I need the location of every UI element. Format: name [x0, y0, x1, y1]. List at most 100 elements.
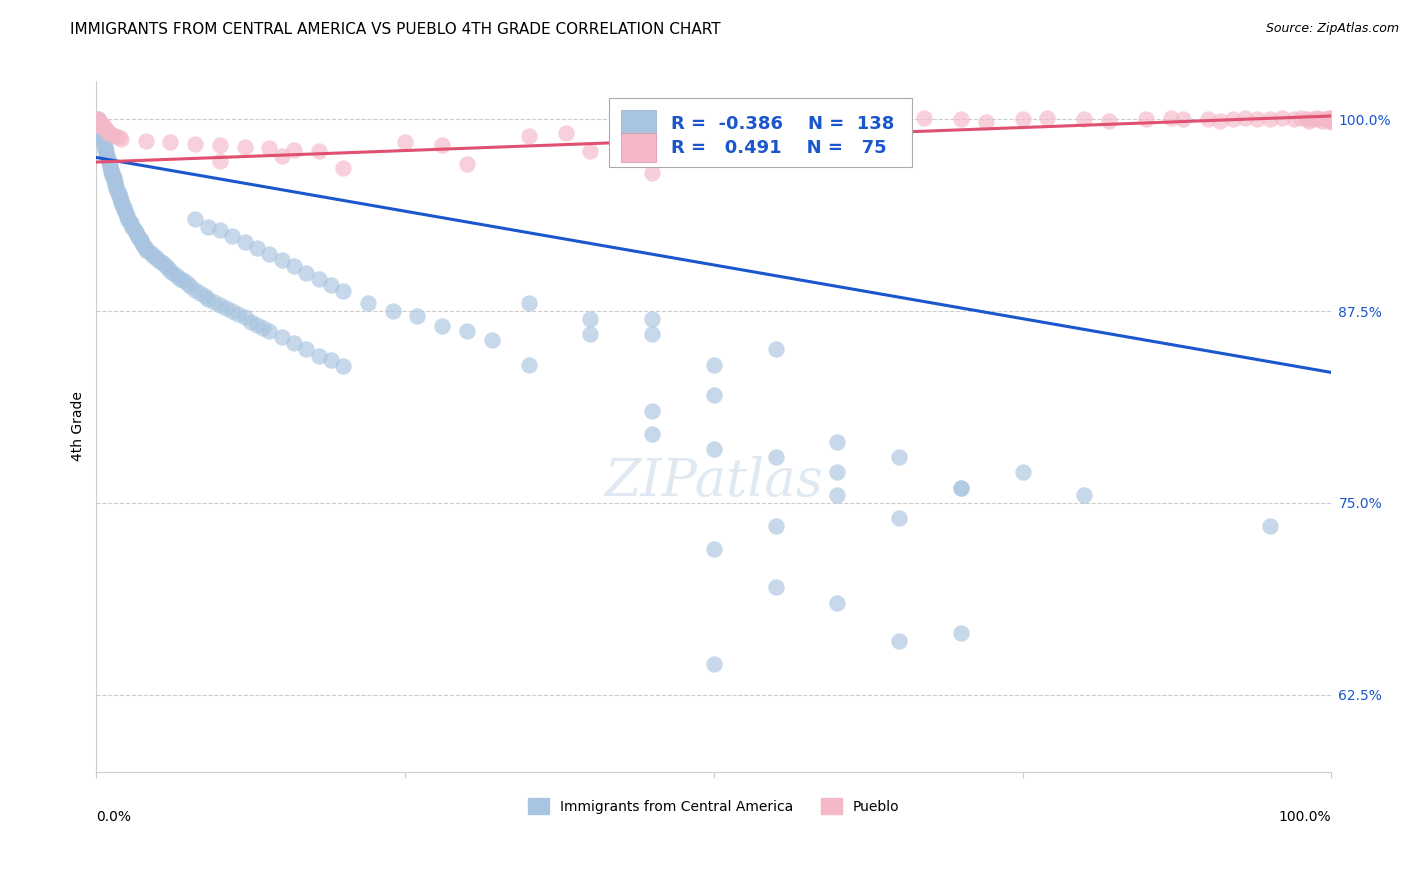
Point — [96, 151, 118, 165]
Point — [87, 113, 110, 128]
Point — [103, 170, 125, 185]
Point — [89, 123, 111, 137]
Point — [114, 204, 136, 219]
Point — [889, 634, 911, 648]
Point — [111, 198, 134, 212]
Point — [110, 132, 132, 146]
Point — [233, 235, 256, 249]
Point — [97, 153, 120, 168]
Point — [86, 112, 108, 126]
Point — [949, 481, 972, 495]
Point — [91, 130, 114, 145]
Point — [124, 222, 146, 236]
Point — [108, 190, 131, 204]
Point — [456, 156, 478, 170]
Point — [96, 149, 118, 163]
FancyBboxPatch shape — [609, 98, 911, 167]
Point — [90, 124, 112, 138]
Point — [889, 511, 911, 525]
Point — [96, 123, 118, 137]
Point — [90, 117, 112, 131]
Point — [115, 209, 138, 223]
Point — [381, 304, 404, 318]
Point — [765, 343, 787, 357]
Point — [86, 115, 108, 129]
Point — [308, 272, 330, 286]
Point — [1246, 112, 1268, 126]
Point — [517, 296, 540, 310]
Point — [889, 113, 911, 128]
Point — [1320, 111, 1343, 125]
Point — [179, 279, 201, 293]
Point — [554, 126, 576, 140]
Point — [129, 233, 152, 247]
Point — [202, 294, 225, 309]
Point — [132, 238, 155, 252]
Point — [579, 311, 602, 326]
Point — [1320, 113, 1343, 128]
Point — [703, 442, 725, 457]
Point — [104, 178, 127, 193]
Point — [283, 260, 305, 274]
Point — [1320, 115, 1343, 129]
Point — [89, 115, 111, 129]
Point — [270, 330, 292, 344]
Point — [1173, 112, 1195, 126]
Point — [912, 111, 935, 125]
Point — [517, 128, 540, 143]
Point — [166, 268, 188, 283]
Point — [1258, 112, 1281, 126]
Point — [332, 284, 354, 298]
Point — [89, 120, 111, 134]
Point — [283, 143, 305, 157]
Point — [105, 181, 128, 195]
Point — [295, 266, 318, 280]
Point — [215, 301, 238, 315]
Point — [93, 135, 115, 149]
Point — [86, 115, 108, 129]
Point — [239, 315, 262, 329]
Point — [86, 112, 108, 126]
Text: ZIPatlas: ZIPatlas — [605, 456, 824, 507]
Point — [765, 450, 787, 464]
Point — [156, 260, 179, 275]
Point — [579, 327, 602, 342]
Point — [579, 145, 602, 159]
Point — [184, 136, 207, 151]
Point — [136, 244, 159, 259]
Point — [103, 173, 125, 187]
Point — [1258, 519, 1281, 533]
Point — [949, 626, 972, 640]
Point — [169, 272, 191, 286]
Point — [112, 202, 135, 217]
Legend: Immigrants from Central America, Pueblo: Immigrants from Central America, Pueblo — [523, 792, 905, 820]
Point — [1233, 111, 1256, 125]
Point — [121, 219, 143, 234]
Point — [430, 319, 453, 334]
Point — [332, 161, 354, 176]
Point — [110, 194, 132, 208]
Point — [641, 404, 664, 418]
Point — [1073, 488, 1095, 502]
Point — [101, 169, 124, 183]
Point — [159, 264, 181, 278]
Point — [1302, 112, 1324, 126]
Point — [246, 318, 269, 332]
Point — [96, 147, 118, 161]
Point — [1011, 112, 1033, 126]
Point — [87, 115, 110, 129]
Point — [1036, 111, 1059, 125]
Point — [94, 139, 117, 153]
Point — [270, 149, 292, 163]
Point — [172, 273, 194, 287]
Point — [112, 200, 135, 214]
Point — [1011, 465, 1033, 479]
Point — [319, 353, 342, 368]
Point — [197, 219, 219, 234]
Point — [100, 128, 122, 142]
Point — [949, 112, 972, 126]
Point — [105, 184, 128, 198]
Point — [134, 239, 156, 253]
Point — [827, 596, 849, 610]
Point — [107, 186, 129, 200]
